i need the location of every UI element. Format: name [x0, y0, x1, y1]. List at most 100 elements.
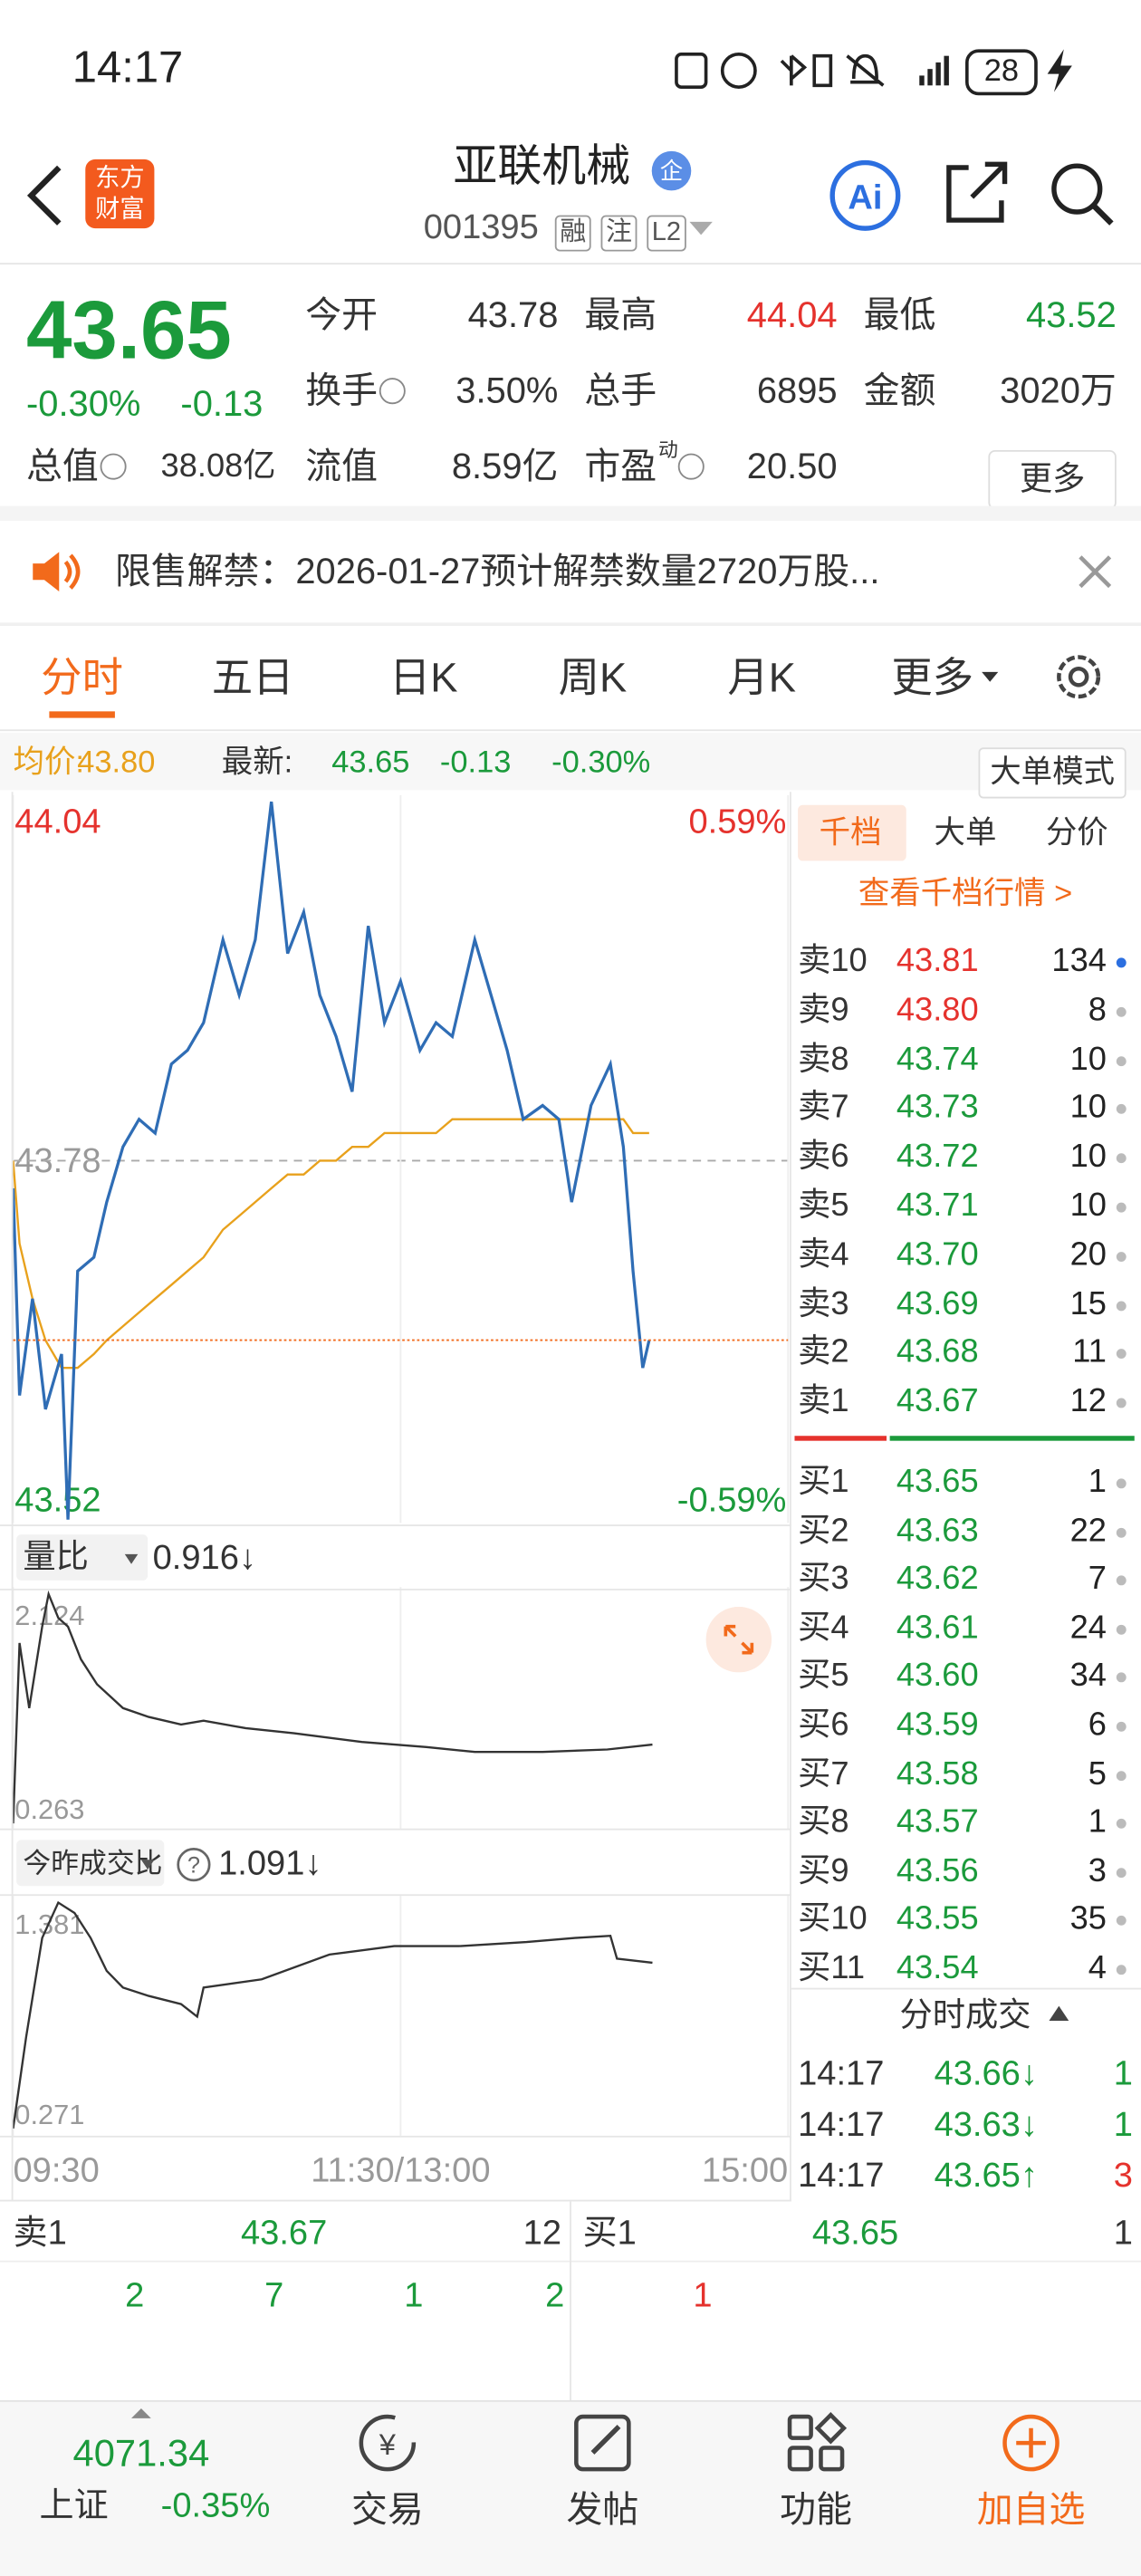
- divider: [0, 1524, 791, 1527]
- book-price: 43.54: [896, 1949, 979, 1986]
- divider: [0, 622, 1141, 627]
- x-tick-label: 11:30/13:00: [311, 2152, 490, 2190]
- book-tab[interactable]: 大单: [934, 815, 997, 851]
- book-dot: [1116, 1349, 1127, 1360]
- mode-button[interactable]: 大单模式: [978, 746, 1127, 798]
- nav-item[interactable]: 发帖: [566, 2488, 639, 2531]
- index-value[interactable]: 4071.34: [72, 2430, 210, 2474]
- book-volume: 10: [1069, 1090, 1107, 1127]
- book-price: 43.68: [896, 1334, 979, 1371]
- tab[interactable]: 月K: [727, 654, 796, 701]
- book-dot: [1116, 1575, 1127, 1586]
- book-price: 43.56: [896, 1852, 979, 1889]
- nav-item[interactable]: 功能: [780, 2488, 852, 2531]
- settings-button[interactable]: [1052, 650, 1105, 703]
- panel-price: 43.67: [240, 2214, 328, 2252]
- book-price: 43.63: [896, 1512, 979, 1549]
- field-value: 6895: [756, 370, 838, 411]
- field-value: 43.52: [1025, 293, 1117, 336]
- book-label: 卖2: [798, 1334, 849, 1371]
- ai-button[interactable]: Ai: [828, 158, 903, 233]
- more-button[interactable]: 更多: [988, 449, 1117, 510]
- divider: [791, 1987, 1141, 1990]
- logo-line: 东方: [95, 164, 145, 193]
- share-button[interactable]: [943, 161, 1012, 227]
- info-icon: [100, 453, 127, 480]
- tab[interactable]: 五日: [211, 654, 294, 701]
- nav-icon[interactable]: ¥: [355, 2410, 421, 2476]
- tab[interactable]: 分时: [41, 654, 123, 701]
- divider: [0, 2399, 1141, 2576]
- divider: [0, 1828, 791, 1831]
- book-volume: 1: [1088, 1464, 1107, 1500]
- field-value: 3.50%: [455, 370, 559, 411]
- book-label: 买11: [798, 1949, 865, 1986]
- legend-change-pct: -0.30%: [551, 745, 651, 780]
- divider: [11, 792, 14, 2202]
- y-tick-label: 43.52: [14, 1482, 101, 1520]
- trade-time: 14:17: [798, 2054, 885, 2092]
- back-button[interactable]: [23, 164, 65, 226]
- divider: [0, 505, 1141, 521]
- subchart-title-box: [16, 1840, 165, 1887]
- divider: [570, 2201, 571, 2402]
- tab[interactable]: 周K: [558, 654, 628, 701]
- book-label: 卖4: [798, 1236, 849, 1274]
- search-button[interactable]: [1048, 159, 1117, 228]
- book-volume: 7: [1088, 1561, 1107, 1598]
- field-value: 38.08亿: [160, 448, 276, 485]
- book-label: 买3: [798, 1561, 849, 1598]
- status-time: 14:17: [72, 43, 184, 92]
- book-dot: [1116, 1104, 1127, 1115]
- nav-icon[interactable]: [783, 2410, 849, 2476]
- panel-volume: 12: [523, 2214, 562, 2252]
- book-tab[interactable]: 千档: [819, 815, 882, 851]
- book-price: 43.71: [896, 1187, 979, 1225]
- info-icon: [677, 453, 705, 480]
- book-price: 43.65: [896, 1464, 979, 1500]
- data-line: [12, 1900, 653, 2129]
- book-dot: [1116, 1867, 1127, 1878]
- tag: 融: [554, 215, 591, 252]
- queue-volume: 1: [693, 2275, 713, 2314]
- book-tab[interactable]: 分价: [1045, 815, 1108, 851]
- field-value: 3020万: [1000, 370, 1117, 411]
- nav-item[interactable]: 加自选: [976, 2488, 1086, 2531]
- dropdown-icon[interactable]: [688, 218, 714, 238]
- data-line: [12, 1118, 649, 1370]
- index-name: 上证: [39, 2486, 109, 2524]
- book-volume: 20: [1069, 1236, 1107, 1274]
- field-label: 换手: [305, 370, 379, 411]
- tab[interactable]: 日K: [388, 654, 458, 701]
- tag: L2: [647, 215, 686, 252]
- svg-text:Ai: Ai: [848, 178, 882, 216]
- y2-tick-label: -0.59%: [677, 1482, 787, 1520]
- x-tick-label: 15:00: [702, 2152, 788, 2190]
- book-dot: [1116, 1478, 1127, 1489]
- book-price: 43.60: [896, 1658, 979, 1695]
- nav-item[interactable]: 交易: [350, 2488, 424, 2531]
- subchart-value: 1.091↓: [218, 1843, 322, 1882]
- y-tick-label: 44.04: [14, 803, 101, 841]
- app-logo: 东方 财富: [85, 159, 155, 229]
- change-pct: -0.30%: [26, 382, 141, 424]
- book-link[interactable]: 查看千档行情 >: [858, 876, 1073, 911]
- tab[interactable]: 更多: [891, 654, 974, 701]
- field-label: 总手: [584, 370, 657, 411]
- book-volume: 6: [1088, 1706, 1107, 1744]
- field-value: 8.59亿: [451, 445, 559, 486]
- nav-icon[interactable]: [570, 2410, 636, 2476]
- book-volume: 134: [1051, 943, 1107, 980]
- book-label: 买6: [798, 1706, 849, 1744]
- book-dot: [1116, 1916, 1127, 1927]
- nav-icon[interactable]: [998, 2410, 1064, 2476]
- field-value: 43.78: [467, 293, 559, 336]
- book-dot: [1116, 1527, 1127, 1537]
- trades-title: 分时成交: [899, 1997, 1031, 2034]
- close-button[interactable]: [1077, 553, 1113, 590]
- queue-volume: 2: [125, 2275, 145, 2314]
- expand-button[interactable]: [705, 1606, 772, 1673]
- help-icon[interactable]: ?: [176, 1847, 212, 1883]
- book-dot: [1116, 1300, 1127, 1311]
